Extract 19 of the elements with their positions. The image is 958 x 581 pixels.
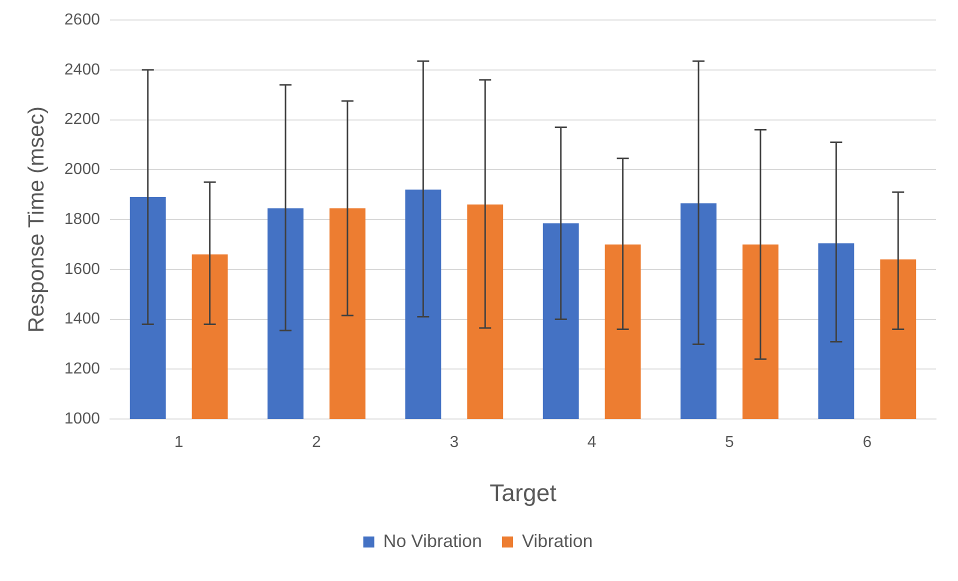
x-tick-label: 6 <box>862 434 872 452</box>
y-tick-label: 1800 <box>64 210 100 228</box>
x-tick-label: 5 <box>725 434 734 452</box>
y-tick-label: 1000 <box>64 410 100 428</box>
y-tick-label: 1200 <box>64 360 100 378</box>
x-tick-label: 1 <box>174 434 184 452</box>
y-tick-label: 2600 <box>64 11 100 28</box>
y-tick-label: 2000 <box>64 161 100 178</box>
y-tick-label: 2200 <box>64 111 100 128</box>
x-axis-title: Target <box>490 480 557 508</box>
y-tick-label: 2400 <box>64 61 100 78</box>
x-tick-label: 2 <box>312 434 322 452</box>
y-tick-label: 1400 <box>64 310 100 328</box>
legend-label: No Vibration <box>383 530 482 551</box>
legend-label: Vibration <box>522 530 593 551</box>
x-tick-label: 3 <box>450 434 459 452</box>
x-tick-label: 4 <box>587 434 596 452</box>
y-tick-label: 1600 <box>64 260 100 278</box>
y-axis-title: Response Time (msec) <box>23 106 48 333</box>
